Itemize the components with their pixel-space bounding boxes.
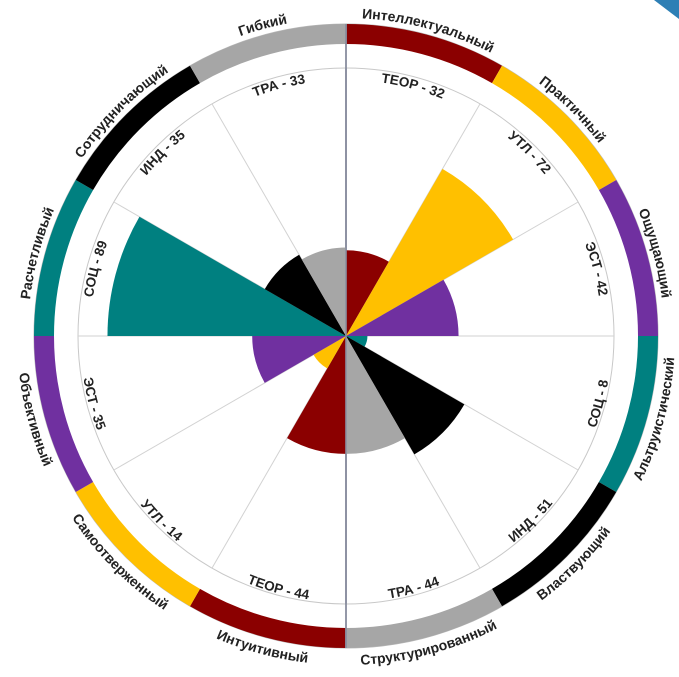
- ring-segment-7: [190, 588, 346, 648]
- grid-line: [211, 335, 347, 569]
- data-wedge-2: [346, 168, 514, 336]
- ring-segment-1: [346, 24, 502, 84]
- ring-segment-11: [75, 65, 200, 190]
- data-wedge-12: [301, 247, 346, 336]
- ring-segment-8: [75, 482, 200, 607]
- data-wedge-3: [346, 279, 459, 336]
- data-wedge-10: [107, 216, 346, 336]
- ring-segment-5: [492, 482, 617, 607]
- data-wedge-11: [264, 254, 346, 336]
- corner-accent-shape: [654, 0, 679, 19]
- ring-segment-4: [598, 336, 658, 492]
- ring-segment-9: [34, 336, 94, 492]
- ring-segment-3: [598, 180, 658, 336]
- data-wedge-5: [346, 336, 465, 455]
- data-wedge-1: [346, 250, 389, 336]
- data-wedge-9: [252, 336, 346, 383]
- data-wedge-6: [346, 336, 405, 454]
- ring-segment-12: [190, 24, 346, 84]
- data-wedge-4: [346, 336, 368, 347]
- ring-segment-10: [34, 180, 94, 336]
- data-wedge-8: [313, 336, 346, 369]
- ring-segment-2: [492, 65, 617, 190]
- ring-segment-6: [346, 588, 502, 648]
- data-wedge-7: [287, 336, 346, 454]
- grid-line: [113, 335, 347, 471]
